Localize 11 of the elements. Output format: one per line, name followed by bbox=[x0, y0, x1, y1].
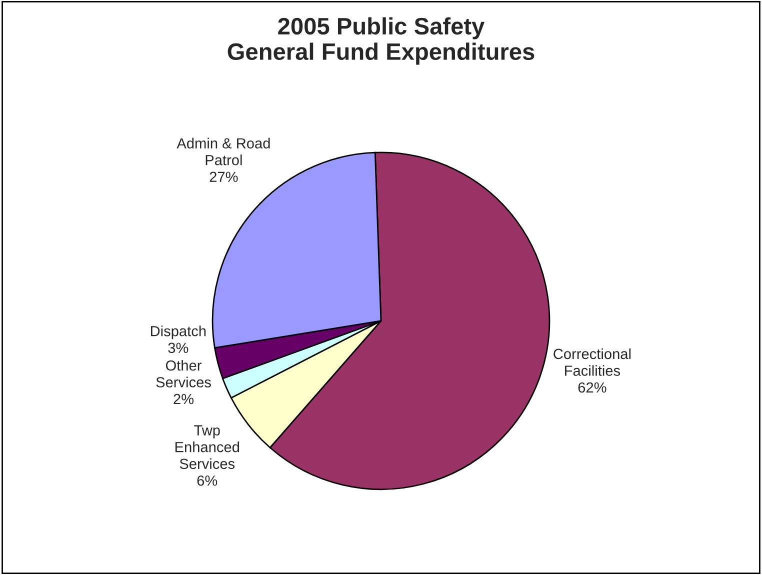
slice-label: Correctional Facilities bbox=[554, 348, 631, 376]
data-label: 2% bbox=[174, 394, 194, 404]
slice-label: Dispatch bbox=[150, 326, 206, 340]
data-label: 3% bbox=[168, 342, 188, 354]
data-label: 62% bbox=[578, 382, 606, 393]
chart-title: 2005 Public Safety General Fund Expenditures bbox=[228, 17, 534, 65]
slice-label: Admin & Road Patrol bbox=[176, 138, 270, 166]
slice-label: Twp Enhanced Services bbox=[175, 425, 240, 470]
data-label: 6% bbox=[197, 475, 218, 486]
data-label: 27% bbox=[210, 172, 238, 182]
slice-label: Other Services bbox=[156, 360, 211, 388]
